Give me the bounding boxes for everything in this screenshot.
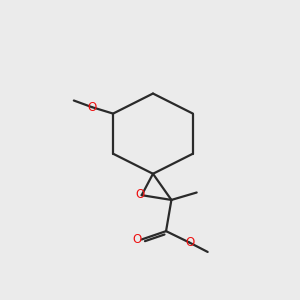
Text: O: O <box>186 236 195 249</box>
Text: O: O <box>87 100 96 114</box>
Text: O: O <box>136 188 145 201</box>
Text: O: O <box>133 233 142 246</box>
